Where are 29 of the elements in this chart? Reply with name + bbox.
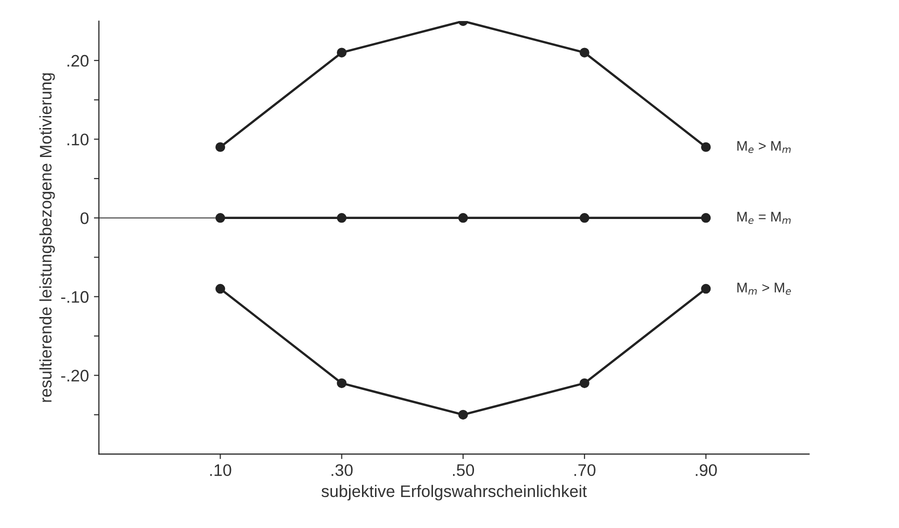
x-tick-label: .10	[210, 464, 232, 476]
series-label: M$_{m}$ > M$_{e}$	[737, 282, 791, 295]
x-tick-label: .70	[574, 464, 596, 476]
point	[701, 213, 711, 223]
y-tick-label: -.10	[61, 291, 89, 303]
point	[336, 378, 347, 388]
x-tick-label: .50	[453, 464, 474, 476]
y-tick-label: -.20	[61, 370, 89, 382]
point	[701, 284, 711, 294]
point	[701, 142, 711, 152]
y-tick-label: 0	[80, 212, 89, 224]
point	[215, 142, 226, 152]
point	[336, 48, 347, 58]
series-label: M$_{e}$ > M$_{m}$	[737, 141, 791, 154]
point	[215, 213, 226, 223]
x-tick-label: .90	[696, 464, 717, 476]
x-tick-label: .30	[332, 464, 353, 476]
point	[336, 213, 347, 223]
point	[215, 284, 226, 294]
point	[580, 213, 590, 223]
point	[580, 378, 590, 388]
y-axis-title: resultierende leistungsbezogene Motivierung	[39, 73, 55, 402]
point	[580, 48, 590, 58]
point	[458, 213, 468, 223]
x-axis-title: subjektive Erfolgswahrscheinlichkeit	[322, 484, 587, 500]
point	[458, 410, 468, 420]
series-label: M$_{e}$ = M$_{m}$	[737, 212, 791, 224]
y-tick-label: .10	[68, 134, 89, 146]
y-tick-label: .20	[68, 54, 89, 67]
